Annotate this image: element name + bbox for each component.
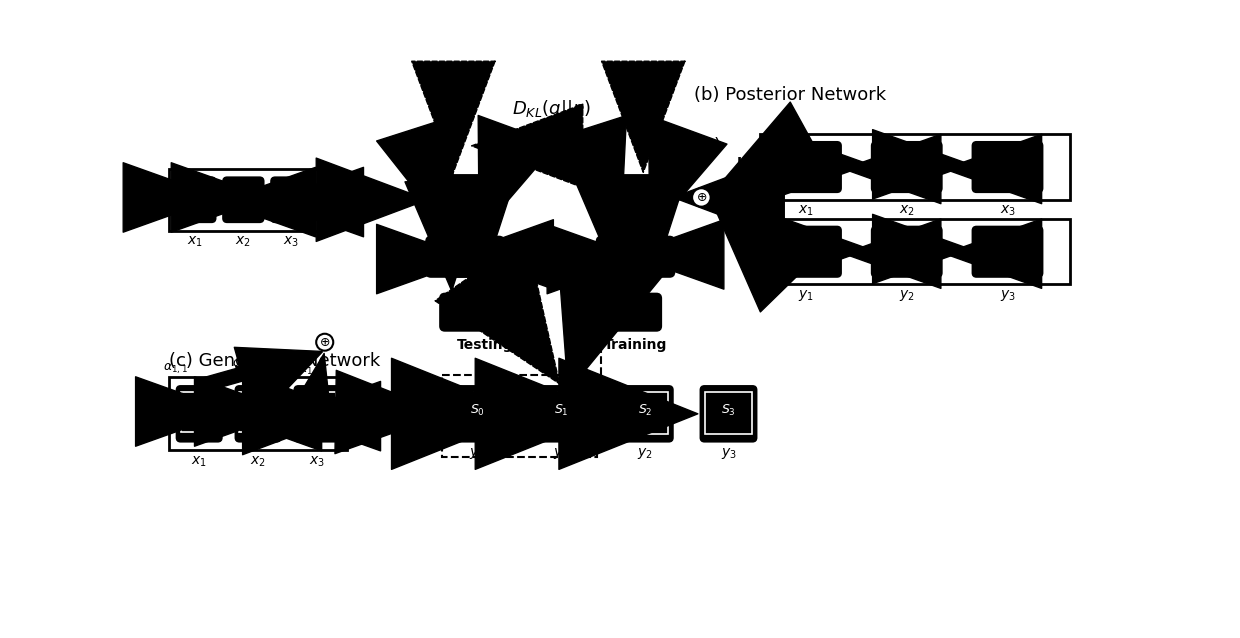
- Text: $x_2$: $x_2$: [899, 204, 915, 218]
- Text: $\alpha_{1,1}$: $\alpha_{1,1}$: [164, 362, 188, 376]
- Text: $\oplus$: $\oplus$: [696, 191, 707, 204]
- Text: $y_2$: $y_2$: [899, 288, 915, 303]
- Bar: [538, 392, 584, 434]
- Text: $x_2$: $x_2$: [250, 455, 265, 469]
- FancyBboxPatch shape: [872, 142, 941, 192]
- Text: $y_1$: $y_1$: [553, 446, 569, 461]
- FancyBboxPatch shape: [533, 386, 589, 441]
- FancyBboxPatch shape: [454, 237, 503, 277]
- Text: $x_2$: $x_2$: [236, 234, 252, 249]
- FancyBboxPatch shape: [611, 293, 661, 330]
- Bar: [441, 375, 596, 457]
- Text: $\mathbf{h}_x^g$: $\mathbf{h}_x^g$: [370, 403, 388, 423]
- FancyBboxPatch shape: [223, 177, 263, 222]
- Circle shape: [316, 334, 334, 351]
- Text: (c) Generation Network: (c) Generation Network: [169, 352, 381, 370]
- Text: $\mathbf{h}_x^q$: $\mathbf{h}_x^q$: [737, 156, 755, 177]
- Text: Training: Training: [604, 338, 667, 352]
- FancyBboxPatch shape: [701, 386, 756, 441]
- FancyBboxPatch shape: [295, 386, 340, 441]
- Text: $x_1$: $x_1$: [191, 455, 207, 469]
- Bar: [621, 392, 668, 434]
- FancyBboxPatch shape: [449, 386, 506, 441]
- Text: $x_1$: $x_1$: [799, 204, 813, 218]
- FancyBboxPatch shape: [272, 177, 311, 222]
- Text: $y_0$: $y_0$: [470, 446, 485, 461]
- FancyBboxPatch shape: [972, 226, 1043, 277]
- FancyBboxPatch shape: [972, 142, 1043, 192]
- FancyBboxPatch shape: [872, 226, 941, 277]
- Bar: [706, 392, 751, 434]
- FancyBboxPatch shape: [430, 175, 500, 219]
- Bar: [759, 135, 1069, 200]
- Bar: [169, 169, 320, 230]
- FancyBboxPatch shape: [600, 175, 671, 219]
- FancyBboxPatch shape: [440, 293, 491, 330]
- Bar: [759, 219, 1069, 285]
- FancyBboxPatch shape: [176, 386, 222, 441]
- Text: $\mathbf{h}_x^p$: $\mathbf{h}_x^p$: [324, 189, 343, 211]
- Text: $\alpha_{1,3}$: $\alpha_{1,3}$: [298, 364, 324, 378]
- Text: $x_3$: $x_3$: [999, 204, 1016, 218]
- FancyBboxPatch shape: [236, 386, 280, 441]
- Text: $S_1$: $S_1$: [554, 403, 568, 419]
- Bar: [357, 396, 402, 430]
- Text: $\oplus$: $\oplus$: [319, 336, 330, 349]
- Text: $y_3$: $y_3$: [720, 446, 737, 461]
- Bar: [181, 392, 218, 433]
- Text: $\alpha_{1,2}$: $\alpha_{1,2}$: [232, 357, 257, 372]
- FancyBboxPatch shape: [618, 386, 672, 441]
- Text: (b) Posterior Network: (b) Posterior Network: [694, 85, 887, 104]
- FancyBboxPatch shape: [624, 237, 675, 277]
- Text: $x_1$: $x_1$: [187, 234, 203, 249]
- Bar: [169, 377, 347, 450]
- Text: $D_{KL}(q||p)$: $D_{KL}(q||p)$: [511, 98, 590, 120]
- Text: Testing: Testing: [456, 338, 513, 352]
- Text: $p(z|\mathbf{x})$: $p(z|\mathbf{x})$: [404, 135, 458, 157]
- FancyBboxPatch shape: [175, 177, 216, 222]
- Text: $S_0$: $S_0$: [470, 403, 485, 419]
- FancyBboxPatch shape: [771, 142, 841, 192]
- FancyBboxPatch shape: [427, 237, 476, 277]
- Text: $y_3$: $y_3$: [999, 288, 1016, 303]
- Text: $S_2$: $S_2$: [637, 403, 652, 419]
- Text: $x_3$: $x_3$: [309, 455, 325, 469]
- Text: $y_1$: $y_1$: [799, 288, 813, 303]
- Text: $x_3$: $x_3$: [284, 234, 299, 249]
- FancyBboxPatch shape: [596, 237, 647, 277]
- Text: $S_3$: $S_3$: [722, 403, 735, 419]
- Text: $\mathbf{h}_y^q$: $\mathbf{h}_y^q$: [737, 240, 755, 263]
- FancyBboxPatch shape: [771, 226, 841, 277]
- Bar: [454, 392, 501, 434]
- Circle shape: [692, 188, 711, 207]
- Text: $y_2$: $y_2$: [637, 446, 652, 461]
- Bar: [239, 392, 277, 433]
- Bar: [299, 392, 336, 433]
- Text: $q(z|\mathbf{y}, \mathbf{x})$: $q(z|\mathbf{y}, \mathbf{x})$: [647, 135, 722, 157]
